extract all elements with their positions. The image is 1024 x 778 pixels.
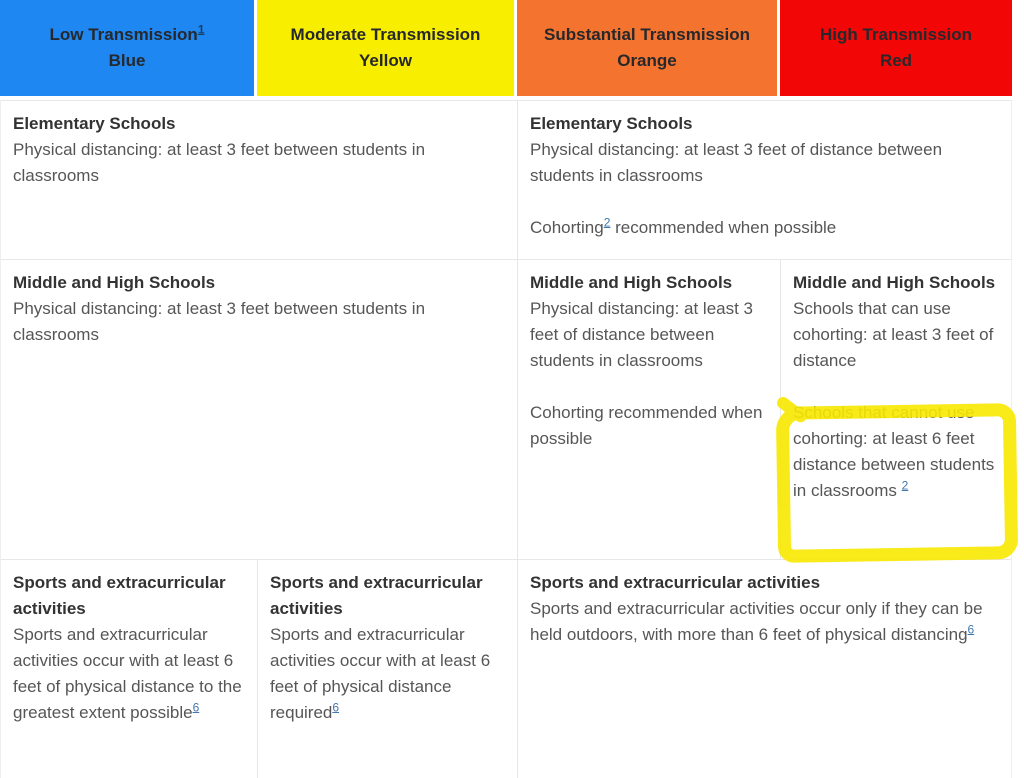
header-color-word: Blue xyxy=(108,51,146,70)
cell-title: Sports and extracurricular activities xyxy=(13,573,226,618)
header-title: High Transmission xyxy=(819,25,973,44)
header-high-transmission-red: High Transmission Red xyxy=(780,0,1012,96)
cell-paragraph: Sports and extracurricular activities oc… xyxy=(13,625,242,722)
cell-paragraph: Cohorting recommended when possible xyxy=(530,403,763,448)
cell-title: Middle and High Schools xyxy=(530,273,733,292)
header-color-word: Red xyxy=(879,51,913,70)
footnote-link-6[interactable]: 6 xyxy=(967,622,975,637)
header-low-transmission-blue: Low Transmission1 Blue xyxy=(0,0,257,96)
header-substantial-transmission-orange: Substantial Transmission Orange xyxy=(517,0,780,96)
table-row-middle-high: Middle and High Schools Physical distanc… xyxy=(1,259,1019,563)
cell-middle-high-high: Middle and High Schools Schools that can… xyxy=(775,260,1019,563)
cell-title: Elementary Schools xyxy=(13,114,176,133)
cell-title: Sports and extracurricular activities xyxy=(530,573,821,592)
cell-title: Middle and High Schools xyxy=(13,273,216,292)
cell-title: Elementary Schools xyxy=(530,114,693,133)
footnote-link-2[interactable]: 2 xyxy=(901,478,909,493)
header-color-word: Yellow xyxy=(359,51,412,70)
footnote-link-1[interactable]: 1 xyxy=(197,22,205,37)
header-title: Moderate Transmission xyxy=(290,25,481,44)
footnote-link-6[interactable]: 6 xyxy=(192,700,200,715)
cell-paragraph: Cohorting2 recommended when possible xyxy=(530,215,837,237)
table-row-elementary: Elementary Schools Physical distancing: … xyxy=(1,100,1011,259)
cell-title: Middle and High Schools xyxy=(793,273,996,292)
cell-elementary-substantial-high: Elementary Schools Physical distancing: … xyxy=(517,101,1011,259)
cell-paragraph-highlighted: Schools that cannot use cohorting: at le… xyxy=(793,403,995,500)
cell-middle-high-low-moderate: Middle and High Schools Physical distanc… xyxy=(1,260,517,559)
cell-sports-substantial-high: Sports and extracurricular activities Sp… xyxy=(517,560,1011,778)
cell-sports-low: Sports and extracurricular activities Sp… xyxy=(1,560,257,778)
footnote-link-2[interactable]: 2 xyxy=(603,215,611,230)
table-header-row: Low Transmission1 Blue Moderate Transmis… xyxy=(0,0,1012,96)
header-color-word: Orange xyxy=(617,51,677,70)
cell-sports-moderate: Sports and extracurricular activities Sp… xyxy=(257,560,517,778)
cell-paragraph: Sports and extracurricular activities oc… xyxy=(270,625,491,722)
cell-paragraph: Schools that can use cohorting: at least… xyxy=(793,299,994,370)
cell-paragraph: Sports and extracurricular activities oc… xyxy=(530,599,983,644)
cell-paragraph: Physical distancing: at least 3 feet of … xyxy=(530,140,943,185)
cell-paragraph: Physical distancing: at least 3 feet bet… xyxy=(13,299,426,344)
header-moderate-transmission-yellow: Moderate Transmission Yellow xyxy=(257,0,517,96)
header-title: Low Transmission xyxy=(49,25,198,44)
cell-title: Sports and extracurricular activities xyxy=(270,573,483,618)
table-body: Elementary Schools Physical distancing: … xyxy=(0,100,1019,778)
cell-elementary-low-moderate: Elementary Schools Physical distancing: … xyxy=(1,101,517,259)
cell-paragraph: Physical distancing: at least 3 feet bet… xyxy=(13,140,426,185)
table-row-sports: Sports and extracurricular activities Sp… xyxy=(1,559,1011,778)
footnote-link-6[interactable]: 6 xyxy=(332,700,340,715)
cell-paragraph: Physical distancing: at least 3 feet of … xyxy=(530,299,754,370)
header-title: Substantial Transmission xyxy=(544,25,750,44)
cell-middle-high-substantial: Middle and High Schools Physical distanc… xyxy=(517,260,780,559)
